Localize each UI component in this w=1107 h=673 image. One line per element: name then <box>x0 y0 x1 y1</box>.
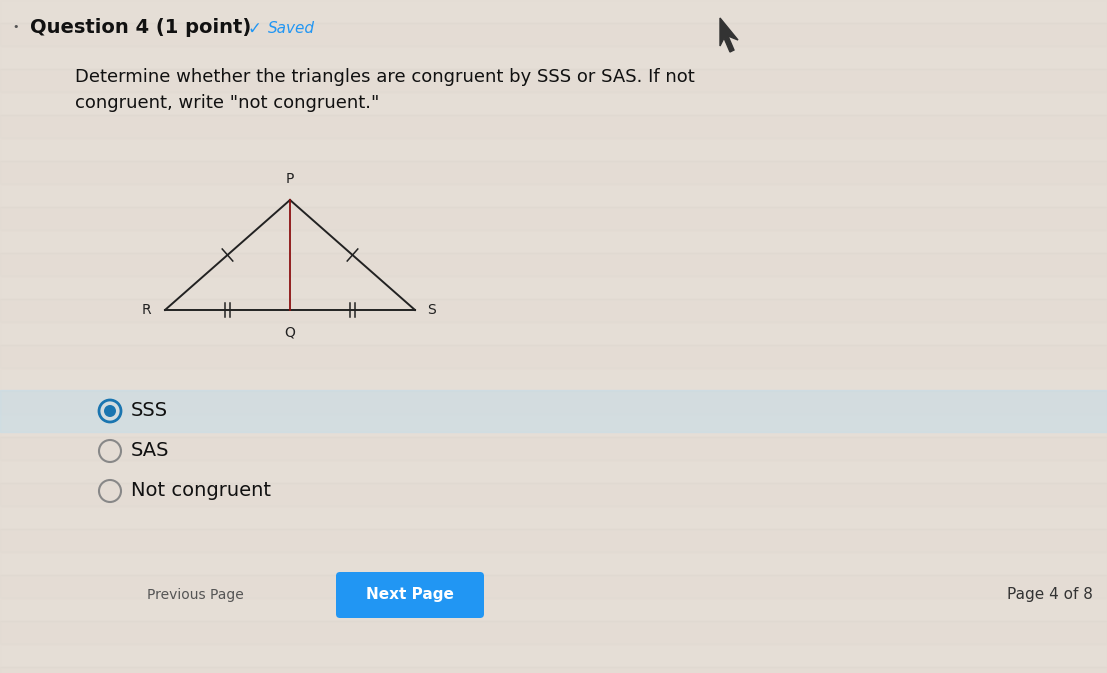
Text: Q: Q <box>284 326 296 340</box>
Bar <box>0 460 1107 483</box>
Bar <box>0 621 1107 644</box>
Bar <box>0 138 1107 161</box>
Bar <box>0 368 1107 391</box>
Bar <box>0 276 1107 299</box>
Bar <box>0 390 1107 432</box>
Text: Saved: Saved <box>268 21 315 36</box>
Text: P: P <box>286 172 294 186</box>
Bar <box>0 598 1107 621</box>
Bar <box>0 161 1107 184</box>
Text: SSS: SSS <box>131 402 168 421</box>
Text: SAS: SAS <box>131 441 169 460</box>
Text: •: • <box>12 22 19 32</box>
FancyBboxPatch shape <box>337 572 484 618</box>
Bar <box>0 207 1107 230</box>
Text: Not congruent: Not congruent <box>131 481 271 501</box>
Text: Question 4 (1 point): Question 4 (1 point) <box>30 18 251 37</box>
Text: R: R <box>142 303 151 317</box>
Bar <box>0 69 1107 92</box>
Text: ✓: ✓ <box>248 20 262 38</box>
Bar <box>0 506 1107 529</box>
Bar <box>0 483 1107 506</box>
Bar <box>0 667 1107 673</box>
Circle shape <box>104 405 116 417</box>
Text: Previous Page: Previous Page <box>146 588 244 602</box>
Bar <box>0 46 1107 69</box>
Bar <box>0 184 1107 207</box>
Bar <box>0 391 1107 414</box>
Polygon shape <box>720 18 738 52</box>
Bar <box>0 230 1107 253</box>
Bar <box>0 345 1107 368</box>
Bar <box>0 92 1107 115</box>
Text: Determine whether the triangles are congruent by SSS or SAS. If not
congruent, w: Determine whether the triangles are cong… <box>75 68 695 112</box>
Bar <box>0 529 1107 552</box>
Bar <box>0 322 1107 345</box>
Bar <box>0 115 1107 138</box>
Bar <box>0 575 1107 598</box>
Bar <box>0 414 1107 437</box>
Text: Page 4 of 8: Page 4 of 8 <box>1007 588 1093 602</box>
Text: S: S <box>427 303 436 317</box>
Bar <box>0 552 1107 575</box>
Bar <box>0 437 1107 460</box>
Text: Next Page: Next Page <box>366 588 454 602</box>
Bar <box>0 0 1107 23</box>
Bar <box>0 23 1107 46</box>
Bar <box>0 253 1107 276</box>
Bar <box>0 299 1107 322</box>
Bar <box>0 644 1107 667</box>
